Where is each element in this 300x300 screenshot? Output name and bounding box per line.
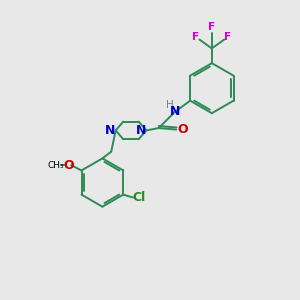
Text: N: N [136, 124, 146, 137]
Text: H: H [166, 100, 173, 110]
Text: F: F [208, 22, 215, 32]
Text: N: N [170, 105, 180, 119]
Text: O: O [177, 123, 188, 136]
Text: O: O [63, 159, 74, 172]
Text: N: N [105, 124, 116, 137]
Text: F: F [224, 32, 231, 42]
Text: Cl: Cl [132, 191, 146, 204]
Text: CH₃: CH₃ [48, 161, 64, 170]
Text: F: F [192, 32, 200, 42]
